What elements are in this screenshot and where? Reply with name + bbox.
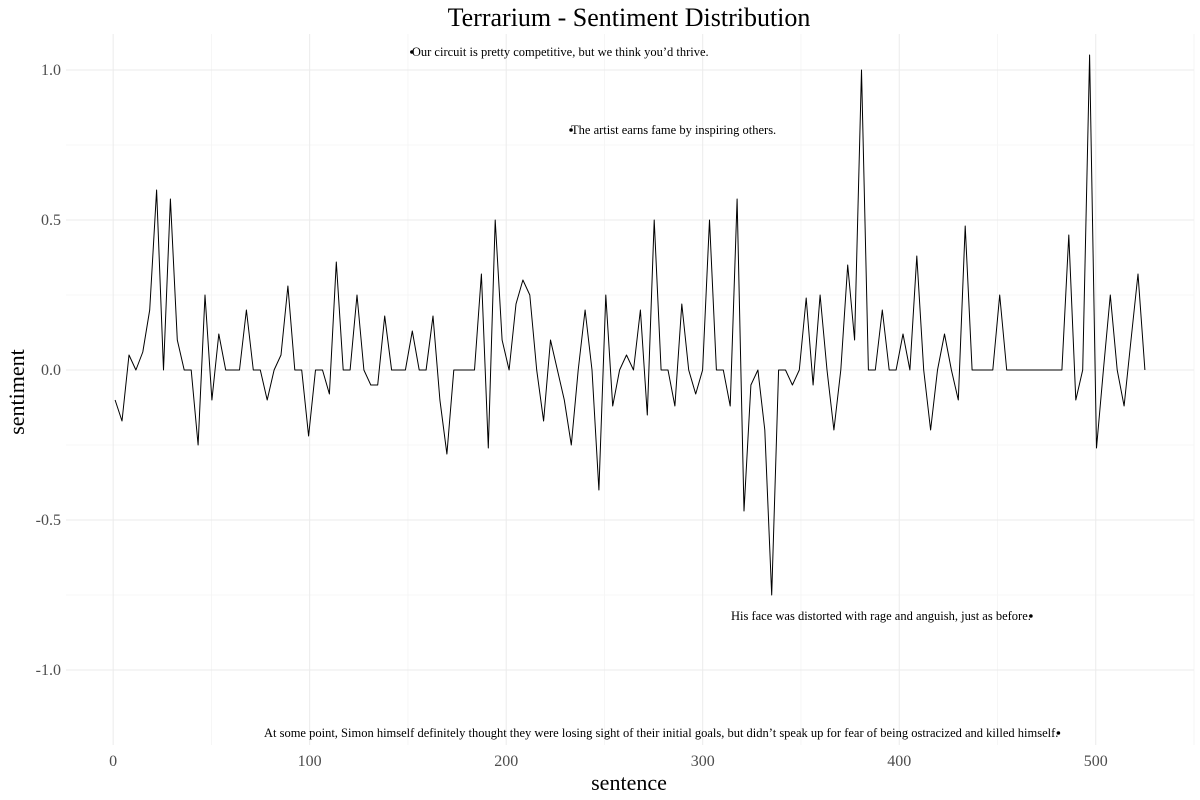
y-axis-label: sentiment — [4, 349, 29, 435]
annotation-label: The artist earns fame by inspiring other… — [571, 123, 776, 137]
x-tick-label: 100 — [298, 753, 322, 770]
annotation-point — [1056, 731, 1061, 735]
annotation-point — [1029, 614, 1033, 618]
x-tick-label: 300 — [691, 753, 715, 770]
x-axis-label: sentence — [591, 770, 667, 795]
annotation-label: At some point, Simon himself definitely … — [264, 726, 1058, 740]
x-axis-ticks: 0 100 200 300 400 500 — [109, 753, 1108, 770]
y-axis-ticks: 1.0 0.5 0.0 -0.5 -1.0 — [36, 62, 61, 679]
x-tick-label: 500 — [1084, 753, 1108, 770]
annotation-label: Our circuit is pretty competitive, but w… — [412, 45, 709, 59]
chart-title: Terrarium - Sentiment Distribution — [448, 3, 811, 32]
y-tick-label: 1.0 — [41, 62, 61, 79]
y-tick-label: 0.5 — [41, 212, 61, 229]
annotation-point — [569, 128, 573, 132]
annotations: Our circuit is pretty competitive, but w… — [264, 45, 1061, 740]
x-tick-label: 0 — [109, 753, 117, 770]
annotation-point — [410, 50, 414, 54]
x-tick-label: 200 — [494, 753, 518, 770]
y-tick-label: -0.5 — [36, 512, 61, 529]
x-tick-label: 400 — [887, 753, 911, 770]
y-tick-label: 0.0 — [41, 362, 61, 379]
grid — [66, 34, 1195, 745]
sentiment-series-line — [114, 54, 1146, 596]
y-tick-label: -1.0 — [36, 662, 61, 679]
annotation-label: His face was distorted with rage and ang… — [731, 609, 1031, 623]
